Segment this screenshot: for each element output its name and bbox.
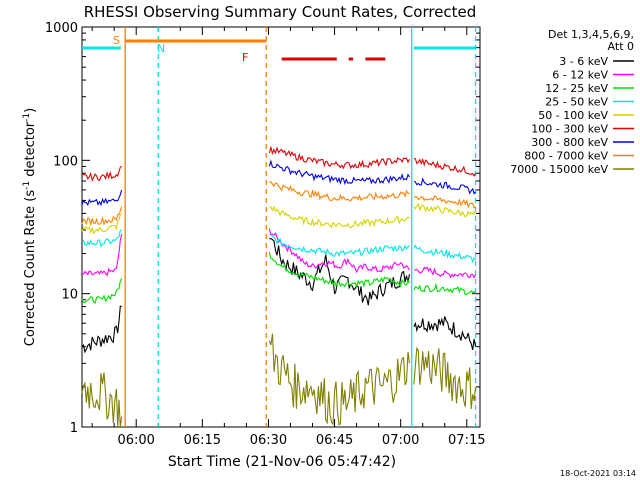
series-line bbox=[81, 278, 123, 305]
series-line bbox=[81, 305, 122, 354]
flag-label-s: S bbox=[113, 34, 120, 47]
series-line bbox=[413, 316, 477, 351]
flag-label-f: F bbox=[242, 51, 248, 64]
series-line bbox=[269, 181, 410, 202]
series-line bbox=[81, 212, 123, 235]
x-tick-label: 06:15 bbox=[184, 433, 221, 448]
legend-label: 300 - 800 keV bbox=[531, 136, 608, 149]
series-line bbox=[413, 266, 477, 279]
series-line bbox=[81, 372, 123, 428]
series-line bbox=[81, 233, 123, 277]
y-tick-label: 1 bbox=[70, 421, 78, 436]
plot-frame bbox=[81, 26, 481, 428]
series-line bbox=[269, 205, 410, 229]
timestamp: 18-Oct-2021 03:14 bbox=[560, 469, 636, 478]
y-tick-label: 10 bbox=[61, 288, 78, 303]
flag-label-n: N bbox=[157, 42, 165, 55]
legend-label: 6 - 12 keV bbox=[552, 69, 608, 82]
legend-label: 7000 - 15000 keV bbox=[510, 163, 608, 176]
legend-header-line1: Det 1,3,4,5,6,9, bbox=[548, 28, 634, 41]
legend-label: 800 - 7000 keV bbox=[524, 150, 608, 163]
series-line bbox=[81, 165, 122, 182]
x-tick-label: 07:15 bbox=[448, 433, 485, 448]
x-tick-label: 06:00 bbox=[117, 433, 154, 448]
legend-label: 25 - 50 keV bbox=[545, 96, 608, 109]
legend-label: 12 - 25 keV bbox=[545, 82, 608, 95]
legend-label: 100 - 300 keV bbox=[531, 123, 608, 136]
series-line bbox=[81, 206, 123, 227]
series-line bbox=[413, 346, 477, 409]
boundary-lines bbox=[124, 27, 477, 427]
x-tick-label: 07:00 bbox=[382, 433, 419, 448]
y-tick-label: 1000 bbox=[45, 21, 78, 36]
chart-title: RHESSI Observing Summary Count Rates, Co… bbox=[84, 3, 477, 21]
y-tick-label: 100 bbox=[53, 154, 78, 169]
legend-header-line2: Att 0 bbox=[608, 40, 634, 53]
series-line bbox=[413, 282, 477, 296]
x-tick-label: 06:30 bbox=[250, 433, 287, 448]
series-line bbox=[268, 159, 410, 186]
series-line bbox=[413, 157, 477, 177]
y-axis-label: Corrected Count Rate (s-1 detector-1) bbox=[22, 108, 38, 346]
series-line bbox=[269, 233, 410, 258]
series-line bbox=[269, 237, 411, 306]
y-axis: 1 10 100 1000 bbox=[45, 21, 480, 436]
flag-bars bbox=[82, 39, 476, 61]
series-line bbox=[81, 189, 123, 207]
legend-label: 3 - 6 keV bbox=[559, 55, 608, 68]
series-line bbox=[81, 229, 122, 248]
series-line bbox=[413, 195, 476, 209]
series-line bbox=[413, 202, 477, 218]
series-line bbox=[268, 228, 410, 274]
series-line bbox=[268, 333, 411, 426]
series-line bbox=[413, 177, 477, 195]
series-layer bbox=[81, 145, 477, 428]
series-line bbox=[268, 145, 410, 170]
x-axis-label: Start Time (21-Nov-06 05:47:42) bbox=[168, 454, 396, 470]
series-line bbox=[268, 251, 410, 288]
x-axis: 06:00 06:15 06:30 06:45 07:00 07:15 bbox=[91, 27, 486, 448]
series-line bbox=[413, 244, 477, 264]
x-tick-label: 06:45 bbox=[316, 433, 353, 448]
legend-label: 50 - 100 keV bbox=[538, 109, 608, 122]
